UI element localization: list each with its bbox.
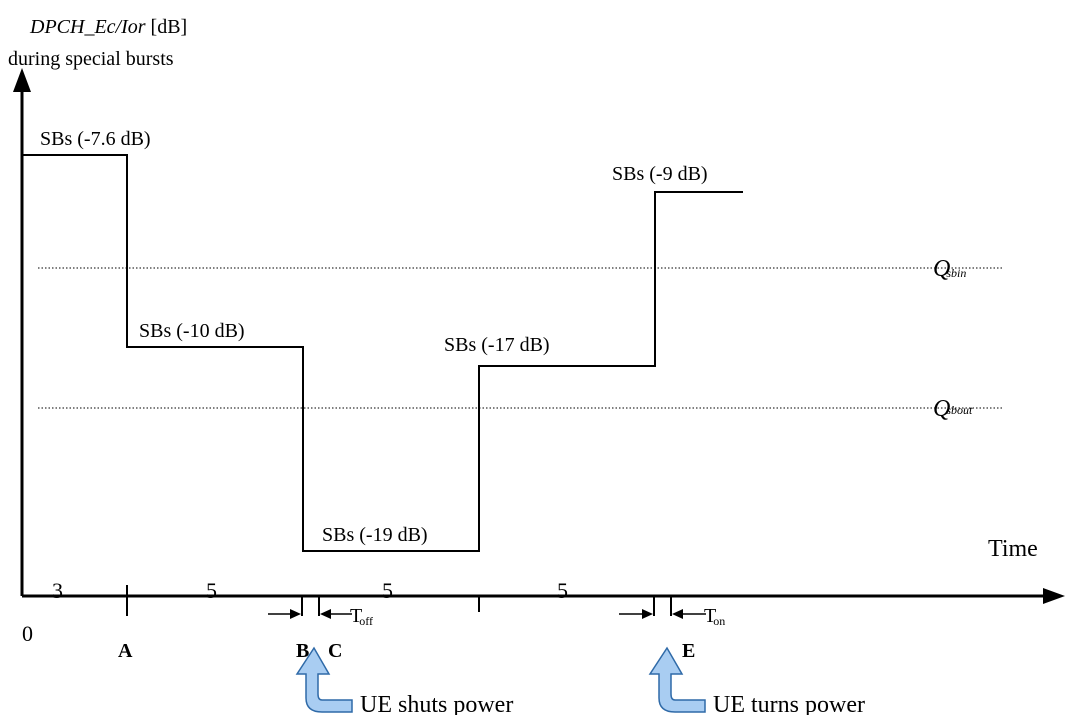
y-axis-subtitle: during special bursts: [8, 48, 174, 70]
qsbout-label: Qsbout: [933, 396, 973, 422]
duration-label-4: 5: [557, 578, 568, 603]
segment-label-sb1: SBs (-7.6 dB): [40, 128, 151, 150]
ton-arrowhead-right: [672, 609, 683, 619]
power-level-trace: [22, 154, 743, 552]
ue-turns-callout-arrow: [648, 646, 706, 713]
event-label-ue-turns: UE turns power: [713, 692, 865, 715]
toff-arrowhead-left: [290, 609, 301, 619]
origin-label: 0: [22, 621, 33, 646]
qsbin-label: Qsbin: [933, 256, 966, 282]
point-label-b: B: [296, 640, 309, 662]
toff-arrowhead-right: [320, 609, 331, 619]
x-axis-arrowhead: [1043, 588, 1065, 604]
x-axis-label: Time: [988, 536, 1038, 562]
y-axis-arrowhead: [13, 68, 31, 92]
point-label-a: A: [118, 640, 133, 662]
ton-label: Ton: [704, 605, 725, 628]
duration-label-2: 5: [206, 578, 217, 603]
point-label-e: E: [682, 640, 695, 662]
segment-label-sb2: SBs (-10 dB): [139, 320, 245, 342]
y-axis-title: DPCH_Ec/Ior [dB]: [29, 16, 187, 38]
duration-label-3: 5: [382, 578, 393, 603]
ue-shuts-callout-arrow: [295, 646, 353, 713]
point-label-c: C: [328, 640, 342, 662]
toff-label: Toff: [350, 605, 373, 628]
event-label-ue-shuts: UE shuts power: [360, 692, 513, 715]
segment-label-sb4: SBs (-17 dB): [444, 334, 550, 356]
segment-label-sb5: SBs (-9 dB): [612, 163, 708, 185]
segment-label-sb3: SBs (-19 dB): [322, 524, 428, 546]
duration-label-1: 3: [52, 578, 63, 603]
ton-arrowhead-left: [642, 609, 653, 619]
